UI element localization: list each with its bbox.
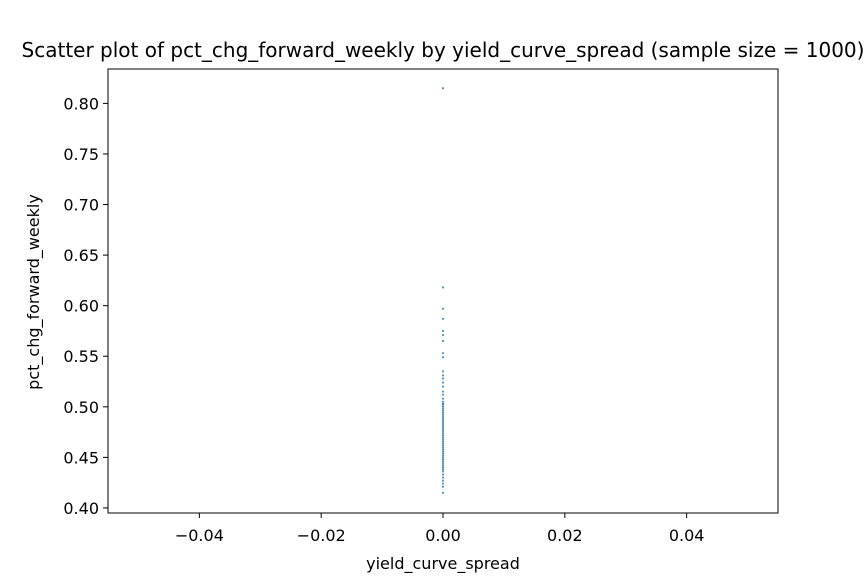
data-point (442, 317, 444, 320)
data-point (442, 393, 444, 396)
data-point (442, 409, 444, 412)
data-point (442, 464, 444, 467)
data-point (442, 381, 444, 384)
data-point (442, 448, 444, 451)
chart-title: Scatter plot of pct_chg_forward_weekly b… (22, 38, 864, 62)
data-point (442, 400, 444, 403)
data-point (442, 452, 444, 455)
data-point (442, 456, 444, 459)
data-point (442, 476, 444, 479)
x-tick-label: −0.02 (297, 526, 346, 545)
x-axis-label: yield_curve_spread (366, 554, 520, 574)
data-point (442, 407, 444, 410)
data-point (442, 307, 444, 310)
data-point (442, 390, 444, 393)
data-point (442, 426, 444, 428)
data-point (442, 403, 444, 406)
x-tick-label: 0.00 (425, 526, 461, 545)
data-point (442, 482, 444, 485)
x-axis: −0.04 −0.02 0.00 0.02 0.04 (175, 513, 705, 545)
data-point (442, 462, 444, 465)
data-point (442, 444, 444, 447)
data-point (442, 450, 444, 453)
data-point (442, 385, 444, 388)
data-point (442, 413, 444, 416)
data-point (442, 334, 444, 336)
data-point (442, 446, 444, 449)
data-point (442, 416, 444, 418)
data-point (442, 470, 444, 473)
data-point (442, 422, 444, 424)
data-point (442, 330, 444, 332)
y-axis-label: pct_chg_forward_weekly (24, 194, 44, 390)
data-point (442, 420, 444, 422)
data-point (442, 397, 444, 400)
x-tick-label: 0.02 (547, 526, 583, 545)
data-point (442, 466, 444, 469)
y-tick-label: 0.75 (63, 145, 99, 164)
x-tick-label: 0.04 (669, 526, 705, 545)
data-point (442, 356, 444, 359)
data-point (442, 430, 444, 432)
data-point (442, 411, 444, 414)
data-point (442, 352, 444, 355)
data-point (442, 374, 444, 377)
data-point (442, 370, 444, 373)
data-point (442, 438, 444, 441)
y-tick-label: 0.60 (63, 297, 99, 316)
data-point (442, 454, 444, 457)
y-tick-label: 0.80 (63, 94, 99, 113)
x-tick-label: −0.04 (175, 526, 224, 545)
y-tick-label: 0.65 (63, 246, 99, 265)
data-point (442, 479, 444, 482)
data-point (442, 485, 444, 488)
data-point (442, 434, 444, 437)
y-tick-label: 0.40 (63, 499, 99, 518)
y-tick-label: 0.70 (63, 196, 99, 215)
y-axis: 0.40 0.45 0.50 0.55 0.60 0.65 0.70 0.75 0.80 (63, 94, 108, 518)
data-point (442, 432, 444, 435)
data-point (442, 340, 444, 342)
data-point (442, 428, 444, 430)
data-point (442, 491, 444, 494)
data-point (442, 460, 444, 463)
data-point (442, 458, 444, 461)
y-tick-label: 0.50 (63, 398, 99, 417)
data-point (442, 87, 444, 90)
data-point (442, 418, 444, 420)
y-tick-label: 0.45 (63, 448, 99, 467)
data-point (442, 436, 444, 439)
data-point (442, 405, 444, 408)
y-tick-label: 0.55 (63, 347, 99, 366)
data-point (442, 442, 444, 445)
data-point (442, 402, 444, 405)
data-point (442, 440, 444, 443)
data-point (442, 286, 444, 289)
data-point (442, 424, 444, 426)
data-point (442, 377, 444, 380)
data-point (442, 473, 444, 476)
data-points (442, 87, 444, 494)
data-point (442, 468, 444, 471)
